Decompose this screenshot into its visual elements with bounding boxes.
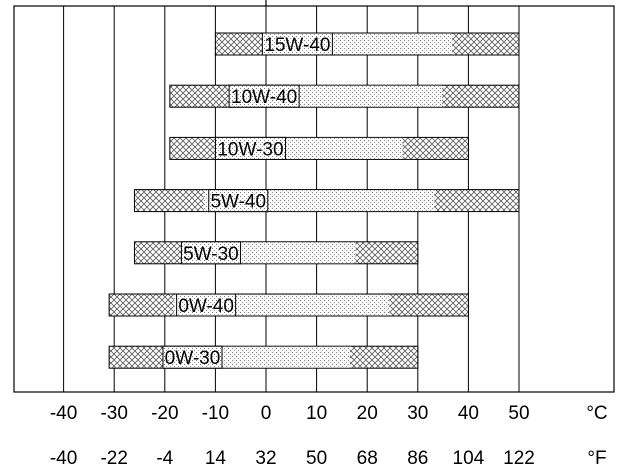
- fahrenheit-tick-label: 68: [357, 448, 378, 469]
- fahrenheit-tick-label: -40: [50, 448, 77, 469]
- bar-label-box: [176, 293, 237, 317]
- celsius-tick-label: -30: [100, 403, 127, 424]
- bar-label: 0W-40: [178, 296, 234, 317]
- bar-label-box: [180, 241, 241, 265]
- celsius-tick-label: -10: [202, 403, 229, 424]
- fahrenheit-tick-label: 14: [205, 448, 227, 469]
- celsius-tick-label: 0: [261, 403, 272, 424]
- celsius-tick-label: 30: [407, 403, 428, 424]
- bar-label: 15W-40: [264, 35, 330, 56]
- celsius-tick-label: -20: [151, 403, 178, 424]
- bar-label: 0W-30: [165, 348, 221, 369]
- bar-label-box: [162, 345, 223, 369]
- celsius-tick-label: 50: [508, 403, 529, 424]
- bar-label: 10W-30: [217, 139, 283, 160]
- bar-label: 5W-30: [183, 244, 239, 265]
- celsius-tick-label: 40: [458, 403, 479, 424]
- bar-label: 5W-40: [210, 192, 266, 213]
- bar-0w-40: 0W-40: [108, 293, 469, 317]
- celsius-tick-label: 20: [357, 403, 378, 424]
- bar-label: 10W-40: [231, 87, 297, 108]
- bar-label-box: [228, 84, 300, 108]
- fahrenheit-tick-label: 86: [407, 448, 428, 469]
- celsius-unit-label: °C: [586, 403, 607, 424]
- fahrenheit-tick-label: -4: [156, 448, 173, 469]
- bars-group: 15W-40 10W-40 10W-30 5W-40 5W-30 0W-40 0W-30: [108, 32, 520, 369]
- fahrenheit-tick-label: -22: [100, 448, 127, 469]
- celsius-tick-label: 10: [306, 403, 327, 424]
- bar-15w-40: 15W-40: [214, 32, 520, 56]
- bar-label-box: [261, 32, 333, 56]
- celsius-tick-label: -40: [50, 403, 77, 424]
- fahrenheit-unit-label: °F: [587, 448, 606, 469]
- fahrenheit-tick-label: 122: [503, 448, 535, 469]
- bar-5w-30: 5W-30: [133, 241, 419, 265]
- bar-label-box: [208, 189, 269, 213]
- bar-10w-40: 10W-40: [169, 84, 520, 108]
- fahrenheit-ticks: -40 -22 -4 14 32 50 68 86 104 122: [50, 448, 535, 469]
- fahrenheit-tick-label: 32: [255, 448, 276, 469]
- bar-10w-30: 10W-30: [169, 136, 469, 160]
- fahrenheit-tick-label: 104: [453, 448, 485, 469]
- bar-5w-40: 5W-40: [133, 189, 520, 213]
- celsius-ticks: -40 -30 -20 -10 0 10 20 30 40 50: [50, 403, 530, 424]
- bar-0w-30: 0W-30: [108, 345, 419, 369]
- bar-label-box: [214, 136, 286, 160]
- fahrenheit-tick-label: 50: [306, 448, 327, 469]
